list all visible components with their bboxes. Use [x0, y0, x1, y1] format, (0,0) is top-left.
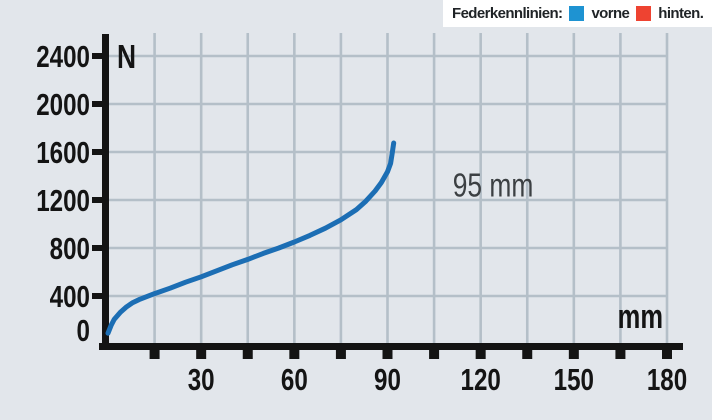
x-tick-label: 60 [281, 362, 308, 397]
x-tick-mark [242, 350, 253, 359]
y-tick-mark [92, 197, 103, 203]
x-axis-line [99, 343, 683, 350]
x-tick-mark [382, 350, 393, 359]
y-tick-label: 1600 [36, 135, 90, 170]
x-tick-mark [335, 350, 346, 359]
y-tick-label: 400 [50, 279, 90, 314]
x-tick-mark [662, 350, 672, 359]
y-tick-mark [92, 293, 103, 299]
x-tick-label: 180 [647, 362, 687, 397]
y-tick-mark [92, 101, 103, 107]
x-tick-mark [615, 350, 626, 359]
legend-title: Federkennlinien: [452, 5, 563, 22]
x-tick-label: 150 [554, 362, 594, 397]
x-tick-mark [429, 350, 440, 359]
x-tick-mark [149, 350, 160, 359]
x-tick-label: 120 [461, 362, 501, 397]
annotation-95mm: 95 mm [453, 168, 534, 204]
y-tick-label: 2000 [36, 87, 90, 122]
legend-swatch-vorne-icon [569, 6, 585, 21]
x-tick-mark [522, 350, 533, 359]
y-tick-mark [92, 245, 103, 251]
legend-swatch-hinten-icon [636, 6, 652, 21]
y-tick-mark [92, 149, 103, 155]
y-axis-unit-label: N [117, 39, 136, 75]
legend-label-vorne: vorne [591, 5, 630, 22]
y-tick-label: 800 [50, 231, 90, 266]
y-tick-mark [92, 53, 103, 59]
curve-vorne [105, 140, 397, 336]
x-tick-mark [568, 350, 579, 359]
x-tick-label: 90 [374, 362, 401, 397]
y-tick-label: 2400 [36, 39, 90, 74]
x-tick-mark [289, 350, 300, 359]
x-axis-unit-label: mm [618, 299, 663, 336]
y-tick-label: 1200 [36, 183, 90, 218]
x-tick-mark [196, 350, 207, 359]
x-tick-mark [475, 350, 486, 359]
chart-legend: Federkennlinien: vorne hinten. [443, 0, 712, 27]
x-tick-label: 30 [188, 362, 215, 397]
legend-label-hinten: hinten. [658, 5, 704, 22]
y-tick-label: 0 [77, 313, 90, 348]
y-axis-line [102, 34, 109, 350]
